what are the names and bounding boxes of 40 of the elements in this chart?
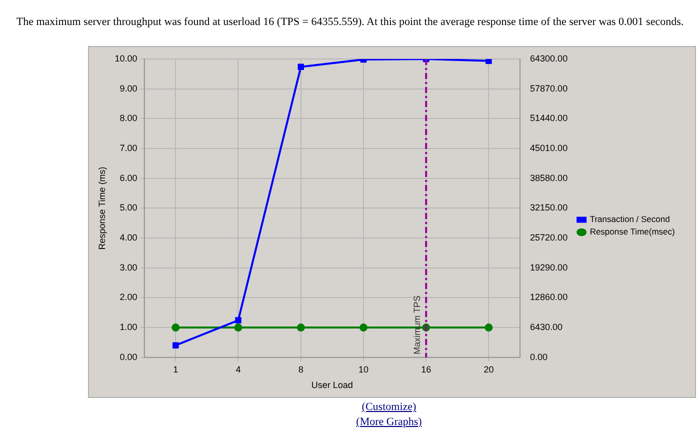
y2-tick-label: 64300.00 <box>530 53 568 64</box>
y-tick-label: 3.00 <box>120 262 138 272</box>
chart-title: The maximum server throughput was found at userload 16 (TPS = 64355.559). At this point the average response time of the server was 0.001 seconds. <box>15 16 685 30</box>
text: (Customize) <box>360 401 418 413</box>
y2-tick-label: 12860.00 <box>530 292 568 302</box>
point <box>486 59 492 64</box>
x-tick-label: 20 <box>484 364 494 374</box>
y-tick-label: 8.00 <box>120 113 138 124</box>
y2-tick-label: 32150.00 <box>530 202 568 213</box>
x-tick-label: 10 <box>358 364 368 374</box>
y-tick-label: 7.00 <box>120 143 138 154</box>
y-tick-label: 5.00 <box>120 202 138 213</box>
x-tick-label: 16 <box>421 364 432 374</box>
y-tick-label: 4.00 <box>120 232 138 243</box>
ref-line-label: Maximum TPS <box>412 296 422 354</box>
x-axis-title: User Load <box>311 380 353 390</box>
x-tick-label: 4 <box>236 364 241 374</box>
y-tick-label: 1.00 <box>120 322 138 332</box>
y2-tick-label: 51440.00 <box>530 113 568 124</box>
y-tick-label: 10.00 <box>114 53 138 64</box>
x-tick-label: 8 <box>298 364 304 374</box>
y-axis-title: Response Time (ms) <box>96 166 107 250</box>
y2-tick-label: 45010.00 <box>530 143 568 154</box>
point <box>298 64 304 70</box>
point <box>235 317 242 324</box>
x-tick-label: 1 <box>173 364 178 374</box>
y2-tick-label: 57870.00 <box>530 83 568 94</box>
y2-tick-label: 19290.00 <box>530 262 568 272</box>
text: (More Graphs) <box>355 416 423 428</box>
y-tick-label: 2.00 <box>120 292 138 302</box>
y2-tick-label: 6430.00 <box>530 322 563 332</box>
y-tick-label: 9.00 <box>120 83 138 94</box>
y2-tick-label: 38580.00 <box>530 172 568 183</box>
point <box>172 342 179 348</box>
legend-label: Response Time(msec) <box>590 226 676 237</box>
y2-tick-label: 0.00 <box>530 352 548 362</box>
y2-tick-label: 25720.00 <box>530 232 568 243</box>
y-tick-label: 0.00 <box>120 352 138 362</box>
legend-label: Transaction / Second <box>590 214 670 224</box>
y-tick-label: 6.00 <box>120 172 138 183</box>
